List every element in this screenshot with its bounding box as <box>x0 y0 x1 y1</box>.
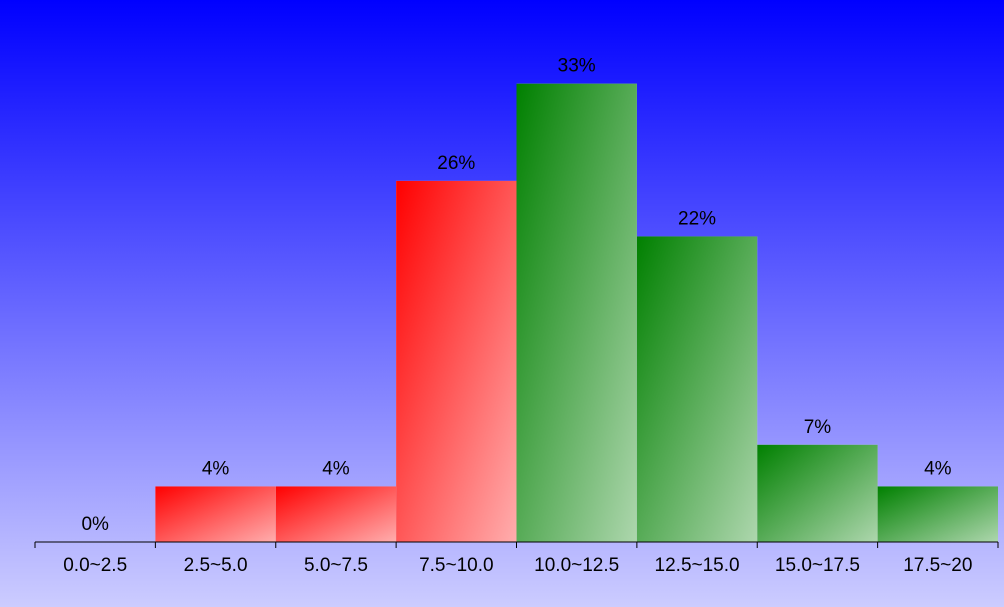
x-tick-label: 5.0~7.5 <box>304 555 368 576</box>
value-label: 22% <box>678 208 716 229</box>
x-tick-label: 10.0~12.5 <box>534 555 619 576</box>
bar-2.5~5.0 <box>155 486 276 542</box>
value-label: 4% <box>924 458 952 479</box>
bar-10.0~12.5 <box>516 83 637 543</box>
bar-7.5~10.0 <box>396 180 517 542</box>
x-tick-label: 0.0~2.5 <box>63 555 127 576</box>
bar-5.0~7.5 <box>275 486 397 542</box>
value-labels-layer: 0% 4% 4% 26% 33% 22% 7% 4% <box>81 56 951 535</box>
x-tick-label: 15.0~17.5 <box>775 555 860 576</box>
value-label: 4% <box>322 458 350 479</box>
value-label: 0% <box>81 514 109 535</box>
x-axis: 0.0~2.5 2.5~5.0 5.0~7.5 7.5~10.0 10.0~12.5 12… <box>34 541 999 576</box>
bars-layer <box>155 83 998 543</box>
x-tick-label: 12.5~15.0 <box>655 555 740 576</box>
x-tick-label: 7.5~10.0 <box>419 555 494 576</box>
bar-12.5~15.0 <box>636 236 758 542</box>
bar-17.5~20 <box>877 486 998 542</box>
x-tick-label: 17.5~20 <box>903 555 972 576</box>
value-label: 33% <box>558 56 596 77</box>
value-label: 26% <box>437 153 475 174</box>
bar-15.0~17.5 <box>757 444 878 542</box>
value-label: 4% <box>202 458 230 479</box>
x-tick-label: 2.5~5.0 <box>184 555 248 576</box>
value-label: 7% <box>804 417 832 438</box>
